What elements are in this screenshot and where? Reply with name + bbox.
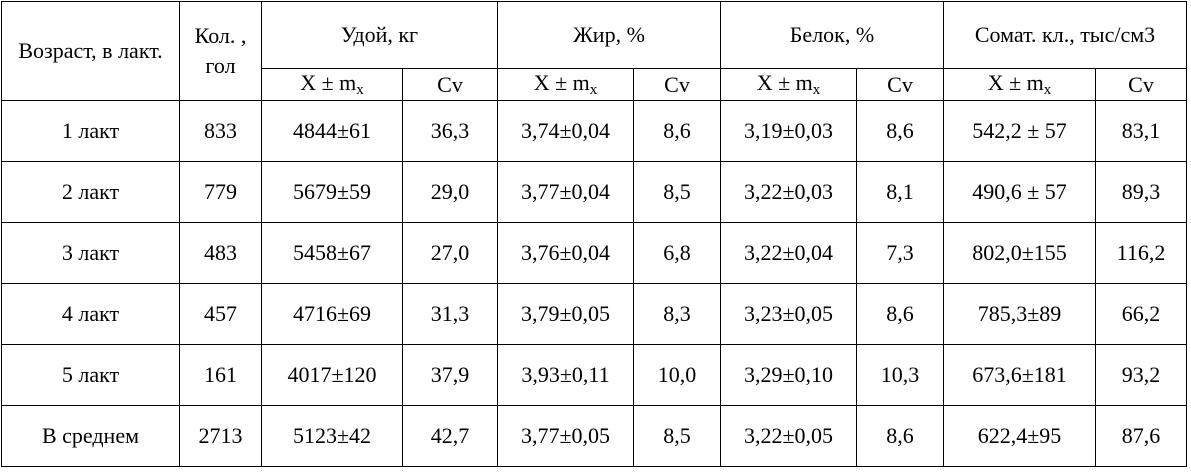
cell-fat-mean: 3,77±0,05 bbox=[497, 405, 634, 467]
subheader-protein-mean: X ± mx bbox=[720, 68, 857, 101]
cell-milk-mean: 4844±61 bbox=[261, 100, 403, 162]
header-row: Возраст, в лакт. Кол. , гол Удой, кг Жир… bbox=[1, 1, 1187, 101]
cell-fat-cv: 6,8 bbox=[633, 222, 721, 284]
cell-age: 2 лакт bbox=[1, 161, 180, 223]
cell-fat-mean: 3,93±0,11 bbox=[497, 344, 634, 406]
cell-somatic-cv: 89,3 bbox=[1095, 161, 1187, 223]
header-count: Кол. , гол bbox=[179, 1, 262, 101]
cell-fat-mean: 3,79±0,05 bbox=[497, 283, 634, 345]
table-row: 3 лакт 483 5458±67 27,0 3,76±0,04 6,8 3,… bbox=[1, 222, 1187, 284]
subheader-milk-mean: X ± mx bbox=[261, 68, 403, 101]
table-row: 1 лакт 833 4844±61 36,3 3,74±0,04 8,6 3,… bbox=[1, 100, 1187, 162]
cell-age: 5 лакт bbox=[1, 344, 180, 406]
subheader-somatic-cv: Cv bbox=[1095, 68, 1187, 101]
cell-somatic-mean: 785,3±89 bbox=[943, 283, 1096, 345]
cell-protein-cv: 8,6 bbox=[856, 100, 944, 162]
cell-protein-cv: 8,6 bbox=[856, 283, 944, 345]
cell-somatic-mean: 802,0±155 bbox=[943, 222, 1096, 284]
cell-fat-cv: 8,5 bbox=[633, 405, 721, 467]
table-row-average: В среднем 2713 5123±42 42,7 3,77±0,05 8,… bbox=[1, 405, 1187, 467]
cell-milk-mean: 4017±120 bbox=[261, 344, 403, 406]
cell-milk-mean: 4716±69 bbox=[261, 283, 403, 345]
cell-fat-mean: 3,76±0,04 bbox=[497, 222, 634, 284]
cell-milk-mean: 5679±59 bbox=[261, 161, 403, 223]
cell-fat-mean: 3,74±0,04 bbox=[497, 100, 634, 162]
cell-milk-cv: 36,3 bbox=[402, 100, 498, 162]
cell-count: 2713 bbox=[179, 405, 262, 467]
cell-somatic-cv: 116,2 bbox=[1095, 222, 1187, 284]
cell-fat-cv: 8,5 bbox=[633, 161, 721, 223]
cell-milk-cv: 27,0 bbox=[402, 222, 498, 284]
cell-protein-cv: 8,6 bbox=[856, 405, 944, 467]
cell-somatic-mean: 490,6 ± 57 bbox=[943, 161, 1096, 223]
cell-milk-cv: 37,9 bbox=[402, 344, 498, 406]
cell-protein-mean: 3,22±0,03 bbox=[720, 161, 857, 223]
cell-somatic-mean: 542,2 ± 57 bbox=[943, 100, 1096, 162]
cell-milk-cv: 31,3 bbox=[402, 283, 498, 345]
cell-fat-cv: 10,0 bbox=[633, 344, 721, 406]
cell-age: В среднем bbox=[1, 405, 180, 467]
lactation-stats-table: Возраст, в лакт. Кол. , гол Удой, кг Жир… bbox=[1, 1, 1187, 467]
cell-milk-mean: 5458±67 bbox=[261, 222, 403, 284]
subheader-milk-cv: Cv bbox=[402, 68, 498, 101]
cell-protein-mean: 3,29±0,10 bbox=[720, 344, 857, 406]
header-fat: Жир, % bbox=[497, 1, 721, 69]
cell-somatic-mean: 673,6±181 bbox=[943, 344, 1096, 406]
cell-protein-mean: 3,22±0,05 bbox=[720, 405, 857, 467]
cell-protein-mean: 3,22±0,04 bbox=[720, 222, 857, 284]
cell-somatic-cv: 87,6 bbox=[1095, 405, 1187, 467]
cell-somatic-mean: 622,4±95 bbox=[943, 405, 1096, 467]
subheader-fat-mean: X ± mx bbox=[497, 68, 634, 101]
table-row: 4 лакт 457 4716±69 31,3 3,79±0,05 8,3 3,… bbox=[1, 283, 1187, 345]
cell-age: 3 лакт bbox=[1, 222, 180, 284]
cell-protein-cv: 7,3 bbox=[856, 222, 944, 284]
cell-somatic-cv: 93,2 bbox=[1095, 344, 1187, 406]
cell-milk-cv: 42,7 bbox=[402, 405, 498, 467]
cell-somatic-cv: 83,1 bbox=[1095, 100, 1187, 162]
table-row: 5 лакт 161 4017±120 37,9 3,93±0,11 10,0 … bbox=[1, 344, 1187, 406]
cell-milk-mean: 5123±42 bbox=[261, 405, 403, 467]
header-somatic: Сомат. кл., тыс/см3 bbox=[943, 1, 1187, 69]
cell-protein-mean: 3,19±0,03 bbox=[720, 100, 857, 162]
table-row: 2 лакт 779 5679±59 29,0 3,77±0,04 8,5 3,… bbox=[1, 161, 1187, 223]
cell-fat-cv: 8,6 bbox=[633, 100, 721, 162]
cell-fat-mean: 3,77±0,04 bbox=[497, 161, 634, 223]
cell-protein-cv: 8,1 bbox=[856, 161, 944, 223]
cell-milk-cv: 29,0 bbox=[402, 161, 498, 223]
cell-count: 457 bbox=[179, 283, 262, 345]
subheader-fat-cv: Cv bbox=[633, 68, 721, 101]
cell-age: 4 лакт bbox=[1, 283, 180, 345]
cell-age: 1 лакт bbox=[1, 100, 180, 162]
cell-protein-mean: 3,23±0,05 bbox=[720, 283, 857, 345]
header-milk: Удой, кг bbox=[261, 1, 498, 69]
header-age: Возраст, в лакт. bbox=[1, 1, 180, 101]
header-protein: Белок, % bbox=[720, 1, 944, 69]
cell-count: 779 bbox=[179, 161, 262, 223]
cell-fat-cv: 8,3 bbox=[633, 283, 721, 345]
subheader-somatic-mean: X ± mx bbox=[943, 68, 1096, 101]
cell-count: 833 bbox=[179, 100, 262, 162]
subheader-protein-cv: Cv bbox=[856, 68, 944, 101]
cell-count: 483 bbox=[179, 222, 262, 284]
subheader-row: X ± mx Cv X ± mx Cv X ± mx Cv X ± mx Cv bbox=[2, 68, 1187, 101]
cell-protein-cv: 10,3 bbox=[856, 344, 944, 406]
cell-somatic-cv: 66,2 bbox=[1095, 283, 1187, 345]
cell-count: 161 bbox=[179, 344, 262, 406]
